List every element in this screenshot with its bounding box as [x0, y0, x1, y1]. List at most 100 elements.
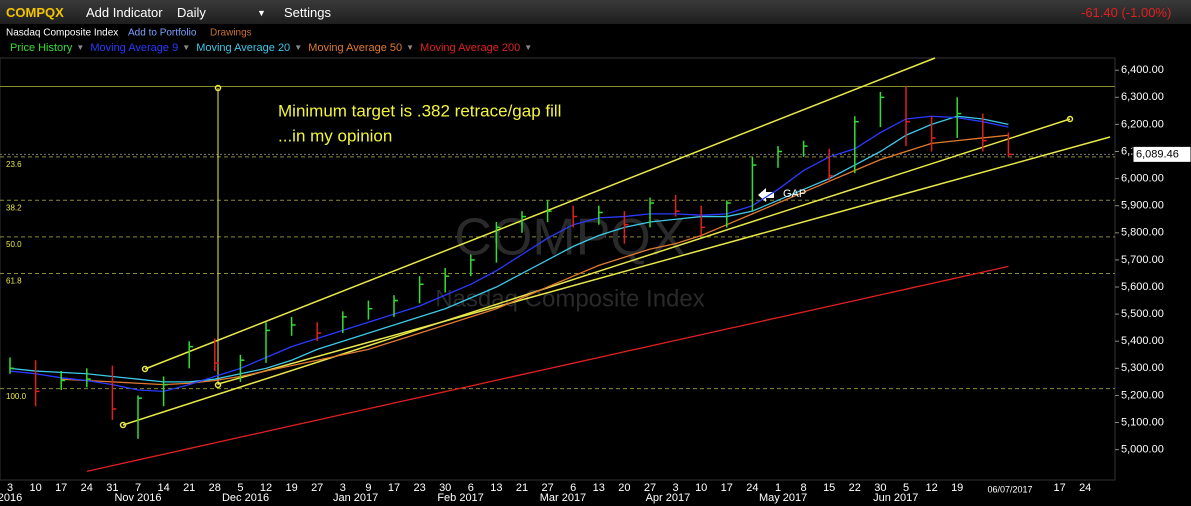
x-tick-label: 8 [801, 482, 807, 494]
fib-label: 38.2 [6, 203, 22, 212]
x-tick-label: 12 [925, 482, 937, 494]
trend-lines [119, 57, 1111, 429]
x-tick-label: 10 [695, 482, 707, 494]
month-label: Feb 2017 [437, 492, 483, 504]
x-tick-label: 30 [439, 482, 451, 494]
moving-average-line [9, 115, 1009, 393]
x-tick-label: 17 [388, 482, 400, 494]
legend-entry[interactable]: Moving Average 9 [90, 42, 178, 54]
last-date: 06/07/2017 [987, 484, 1032, 494]
x-tick-label: 24 [1079, 482, 1091, 494]
y-tick-label: 6,300.00 [1121, 91, 1164, 103]
month-label: Mar 2017 [540, 492, 586, 504]
x-tick-label: 17 [721, 482, 733, 494]
month-label: Dec 2016 [222, 492, 269, 504]
fib-label: 61.8 [6, 277, 22, 286]
x-tick-label: 27 [311, 482, 323, 494]
gap-arrow [758, 188, 774, 202]
watermark: COMPQX [454, 209, 685, 267]
x-tick-label: 13 [490, 482, 502, 494]
x-tick-label: 27 [644, 482, 656, 494]
y-tick-label: 6,000.00 [1121, 173, 1164, 185]
x-tick-label: 19 [285, 482, 297, 494]
settings[interactable]: Settings [284, 5, 331, 20]
x-tick-label: 30 [874, 482, 886, 494]
x-tick-label: 27 [541, 482, 553, 494]
moving-average-line [9, 115, 1009, 383]
legend-dropdown: ▼ [182, 43, 190, 52]
chart: Nasdaq Composite Index Add to Portfolio … [0, 28, 1191, 504]
annotation: Minimum target is .382 retrace/gap fill [278, 101, 561, 120]
x-tick-label: 3 [340, 482, 346, 494]
fib-label: 50.0 [6, 240, 22, 249]
legend-dropdown: ▼ [406, 43, 414, 52]
x-tick-label: 24 [81, 482, 93, 494]
moving-average-line [86, 265, 1009, 472]
change: -61.40 (-1.00%) [1081, 5, 1172, 20]
x-tick-label: 31 [106, 482, 118, 494]
x-tick-label: 3 [7, 482, 13, 494]
y-tick-label: 5,800.00 [1121, 227, 1164, 239]
x-tick-label: 17 [55, 482, 67, 494]
last-value-box [1132, 145, 1191, 163]
legend-entry[interactable]: Moving Average 50 [308, 42, 402, 54]
fib-label: 23.6 [6, 160, 22, 169]
watermark-subtitle: Nasdaq Composite Index [435, 285, 704, 312]
y-tick-label: 6,200.00 [1121, 118, 1164, 130]
dropdown[interactable]: ▼ [257, 8, 266, 18]
legend-entry[interactable]: Price History [10, 42, 73, 54]
month-label: Jan 2017 [333, 492, 378, 504]
drawings[interactable]: Drawings [210, 28, 252, 39]
interval[interactable]: Daily [177, 5, 206, 20]
x-tick-label: 3 [673, 482, 679, 494]
legend-dropdown: ▼ [294, 43, 302, 52]
x-tick-label: 22 [849, 482, 861, 494]
toolbar: COMPQX Add Indicator Daily ▼ Settings -6… [0, 0, 1191, 24]
y-tick-label: 5,900.00 [1121, 200, 1164, 212]
x-tick-label: 23 [413, 482, 425, 494]
y-tick-label: 5,100.00 [1121, 416, 1164, 428]
month-label: May 2017 [759, 492, 807, 504]
x-tick-label: 6 [468, 482, 474, 494]
x-tick-label: 9 [365, 482, 371, 494]
y-tick-label: 5,000.00 [1121, 444, 1164, 456]
x-tick-label: 12 [260, 482, 272, 494]
x-tick-label: 14 [157, 482, 169, 494]
x-tick-label: 7 [135, 482, 141, 494]
x-tick-label: 28 [209, 482, 221, 494]
x-tick-label: 17 [1053, 482, 1065, 494]
x-tick-label: 24 [746, 482, 758, 494]
y-tick-label: 5,400.00 [1121, 335, 1164, 347]
x-tick-label: 15 [823, 482, 835, 494]
legend-entry[interactable]: Moving Average 200 [420, 42, 520, 54]
moving-average-line [61, 134, 1009, 386]
x-tick-label: 13 [593, 482, 605, 494]
y-tick-label: 6,400.00 [1121, 64, 1164, 76]
x-tick-label: 20 [618, 482, 630, 494]
x-tick-label: 1 [775, 482, 781, 494]
legend-dropdown: ▼ [524, 43, 532, 52]
add-indicator[interactable]: Add Indicator [86, 5, 163, 20]
y-tick-label: 5,700.00 [1121, 254, 1164, 266]
last-value-label: 6,089.46 [1136, 148, 1179, 160]
x-tick-label: 5 [903, 482, 909, 494]
legend-entry[interactable]: Moving Average 20 [196, 42, 290, 54]
x-tick-label: 21 [516, 482, 528, 494]
plot-area [0, 57, 1116, 481]
x-tick-label: 21 [183, 482, 195, 494]
x-tick-label: 19 [951, 482, 963, 494]
annotation: GAP [783, 188, 806, 200]
x-tick-label: 6 [570, 482, 576, 494]
y-tick-label: 5,200.00 [1121, 389, 1164, 401]
y-tick-label: 5,300.00 [1121, 362, 1164, 374]
legend-dropdown: ▼ [76, 43, 84, 52]
instrument-name: Nasdaq Composite Index [6, 28, 118, 39]
month-label: Apr 2017 [646, 492, 691, 504]
month-label: Nov 2016 [114, 492, 161, 504]
add-to-portfolio[interactable]: Add to Portfolio [128, 28, 197, 39]
month-label: 2016 [0, 492, 22, 504]
month-label: Jun 2017 [873, 492, 918, 504]
symbol[interactable]: COMPQX [6, 5, 64, 20]
y-tick-label: 5,600.00 [1121, 281, 1164, 293]
